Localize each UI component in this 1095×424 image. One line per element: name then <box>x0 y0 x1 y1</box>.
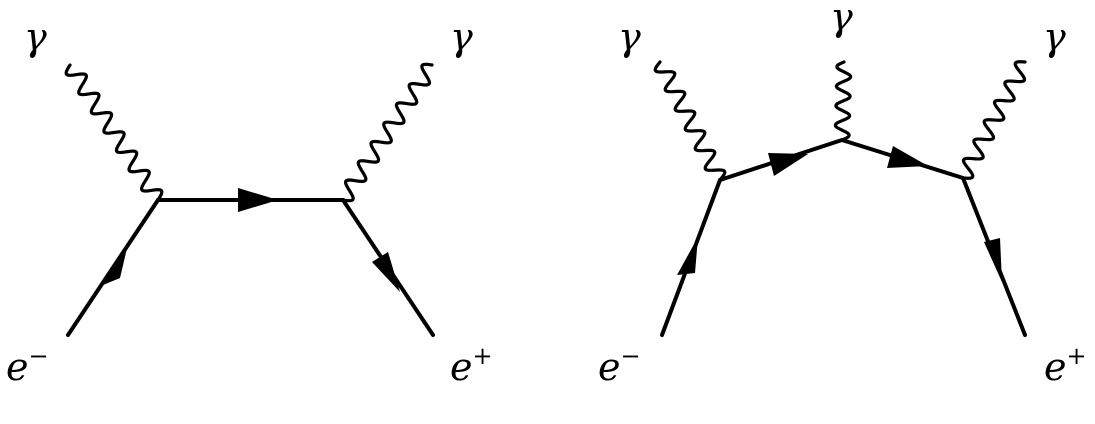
propagator-arrow-1-icon <box>768 153 808 176</box>
electron-arrow-icon <box>103 244 128 285</box>
positron-arrow-icon <box>372 252 400 292</box>
photon-right-wavy-line <box>341 62 434 203</box>
positron-label-base: e <box>450 345 473 389</box>
diagram-two-photon: γ γ e− e+ <box>6 15 493 389</box>
electron-label-base: e <box>598 345 621 389</box>
photon-left-wavy-line <box>64 63 164 202</box>
photon-middle-wavy-line <box>833 60 853 142</box>
positron-arrow-icon <box>984 238 1002 282</box>
photon-left-label: γ <box>24 15 47 59</box>
positron-label-charge: + <box>473 342 493 370</box>
propagator-arrow-2-icon <box>887 146 928 168</box>
propagator-arrow-icon <box>238 188 278 212</box>
positron-label-base: e <box>1044 345 1067 389</box>
photon-left-label: γ <box>618 15 641 59</box>
electron-label-base: e <box>6 345 29 389</box>
electron-label-charge: − <box>29 342 49 370</box>
electron-label-charge: − <box>621 342 641 370</box>
electron-label: e− <box>6 342 49 389</box>
electron-arrow-icon <box>677 237 698 275</box>
photon-right-wavy-line <box>961 60 1027 180</box>
electron-incoming-line <box>66 198 160 337</box>
positron-label: e+ <box>1044 342 1087 389</box>
electron-label: e− <box>598 342 641 389</box>
positron-label-charge: + <box>1067 342 1087 370</box>
photon-middle-label: γ <box>830 0 853 39</box>
diagram-three-photon: γ γ γ e− e+ <box>598 0 1087 389</box>
photon-left-wavy-line <box>653 60 727 182</box>
photon-right-label: γ <box>450 15 473 59</box>
positron-label: e+ <box>450 342 493 389</box>
photon-right-label: γ <box>1043 15 1066 59</box>
